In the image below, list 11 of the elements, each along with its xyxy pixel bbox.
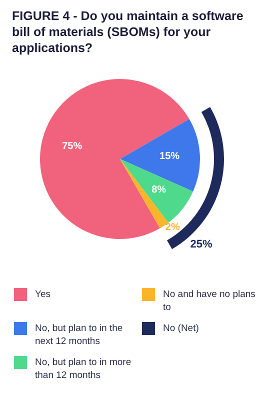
legend-label: No (Net) [163, 322, 199, 335]
legend-label: No, but plan to in more than 12 months [35, 356, 132, 382]
data-label: 25% [190, 238, 212, 251]
legend-label: Yes [35, 288, 50, 301]
data-label: 2% [165, 222, 180, 234]
chart-title: FIGURE 4 - Do you maintain a software bill of materials (SBOMs) for your applications? [11, 8, 244, 56]
data-label: 8% [152, 184, 166, 196]
legend-label: No and have no plans to [163, 288, 256, 314]
data-label: 15% [160, 151, 180, 162]
legend-label: No, but plan to in the next 12 months [35, 322, 124, 348]
data-label: 75% [62, 140, 82, 152]
